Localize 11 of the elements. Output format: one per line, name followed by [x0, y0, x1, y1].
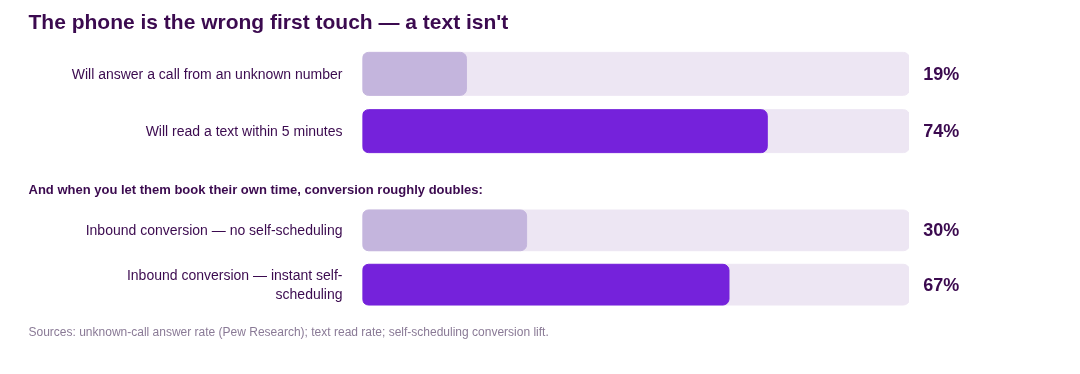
chart-title: The phone is the wrong first touch — a text isn't [28, 9, 509, 33]
data-label: 30% [923, 220, 960, 241]
data-label: 74% [923, 121, 960, 142]
y-tick-label: Inbound conversion — instant self-scheduling [126, 267, 343, 303]
source-note: Sources: unknown-call answer rate (Pew Research); text read rate; self-scheduling conversion lift. [28, 324, 549, 339]
y-tick-label: Will answer a call from an unknown number [71, 65, 343, 82]
data-label: 19% [923, 63, 960, 84]
data-label: 67% [923, 274, 960, 295]
text: And when you let them book their own time, conversion roughly doubles: [28, 181, 483, 197]
y-tick-label: Inbound conversion — no self-scheduling [85, 222, 343, 239]
y-tick-label: Will read a text within 5 minutes [145, 123, 343, 140]
